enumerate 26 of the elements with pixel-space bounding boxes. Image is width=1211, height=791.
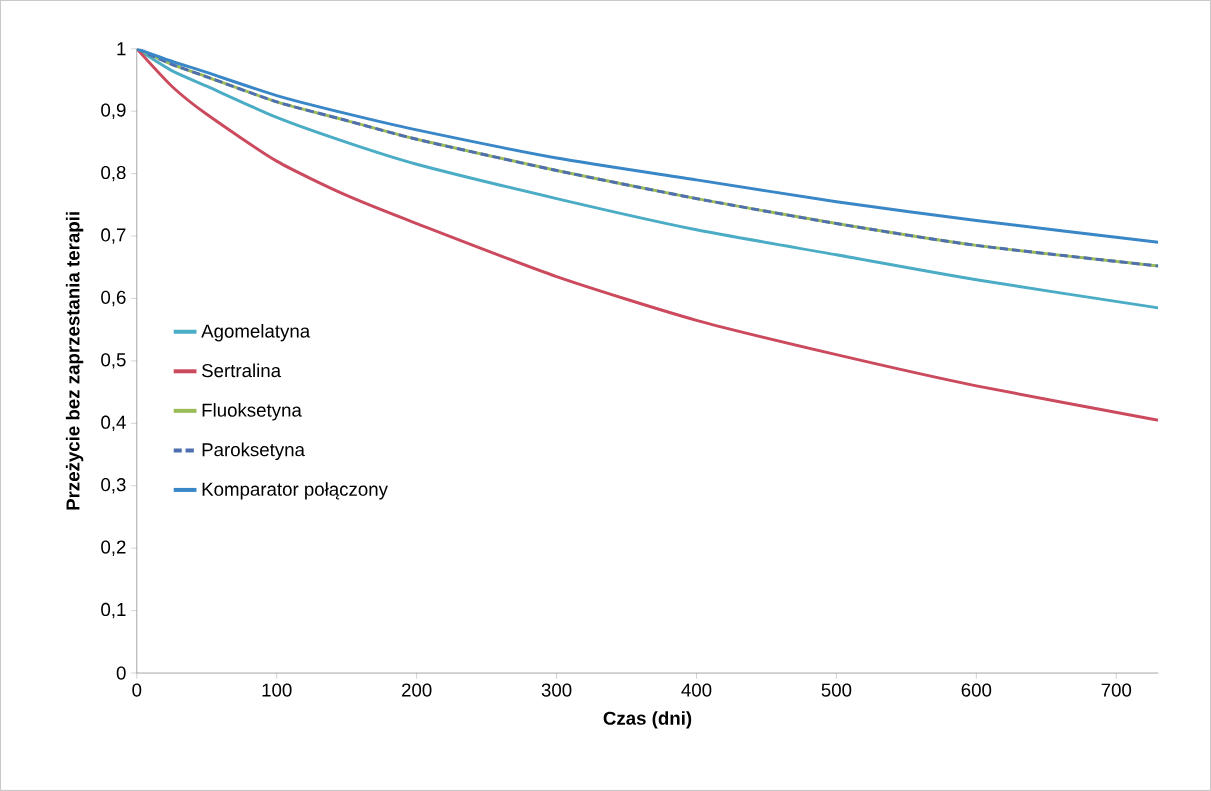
legend-label: Fluoksetyna <box>202 403 302 421</box>
y-tick-label: 0,7 <box>101 228 126 244</box>
x-tick-label: 100 <box>262 683 292 697</box>
x-tick-label: 500 <box>821 683 852 697</box>
x-tick-label: 600 <box>961 683 992 697</box>
y-tick-label: 0,5 <box>101 353 126 369</box>
y-tick-label: 0,6 <box>101 290 126 307</box>
y-tick-label: 0,1 <box>101 602 126 619</box>
x-tick-label: 400 <box>681 683 712 697</box>
y-tick-label: 0,2 <box>101 540 126 556</box>
y-tick-label: 0,8 <box>101 165 126 182</box>
x-tick-label: 200 <box>402 683 432 697</box>
y-axis-title: Przeżycie bez zaprzestania terapii <box>65 212 84 510</box>
legend-label: Komparator połączony <box>202 482 388 500</box>
y-tick-label: 0,9 <box>101 103 126 119</box>
x-tick-label: 700 <box>1101 683 1132 697</box>
legend-label: Sertralina <box>202 363 282 378</box>
x-tick-label: 300 <box>541 683 572 697</box>
y-tick-label: 0,3 <box>101 478 126 494</box>
legend-label: Paroksetyna <box>202 442 305 461</box>
x-axis-title: Czas (dni) <box>603 711 692 729</box>
legend-label: Agomelatyna <box>201 324 311 342</box>
y-tick-label: 1 <box>117 42 126 56</box>
x-tick-label: 0 <box>132 683 142 697</box>
y-tick-label: 0 <box>116 666 126 680</box>
y-tick-label: 0,4 <box>101 415 126 432</box>
